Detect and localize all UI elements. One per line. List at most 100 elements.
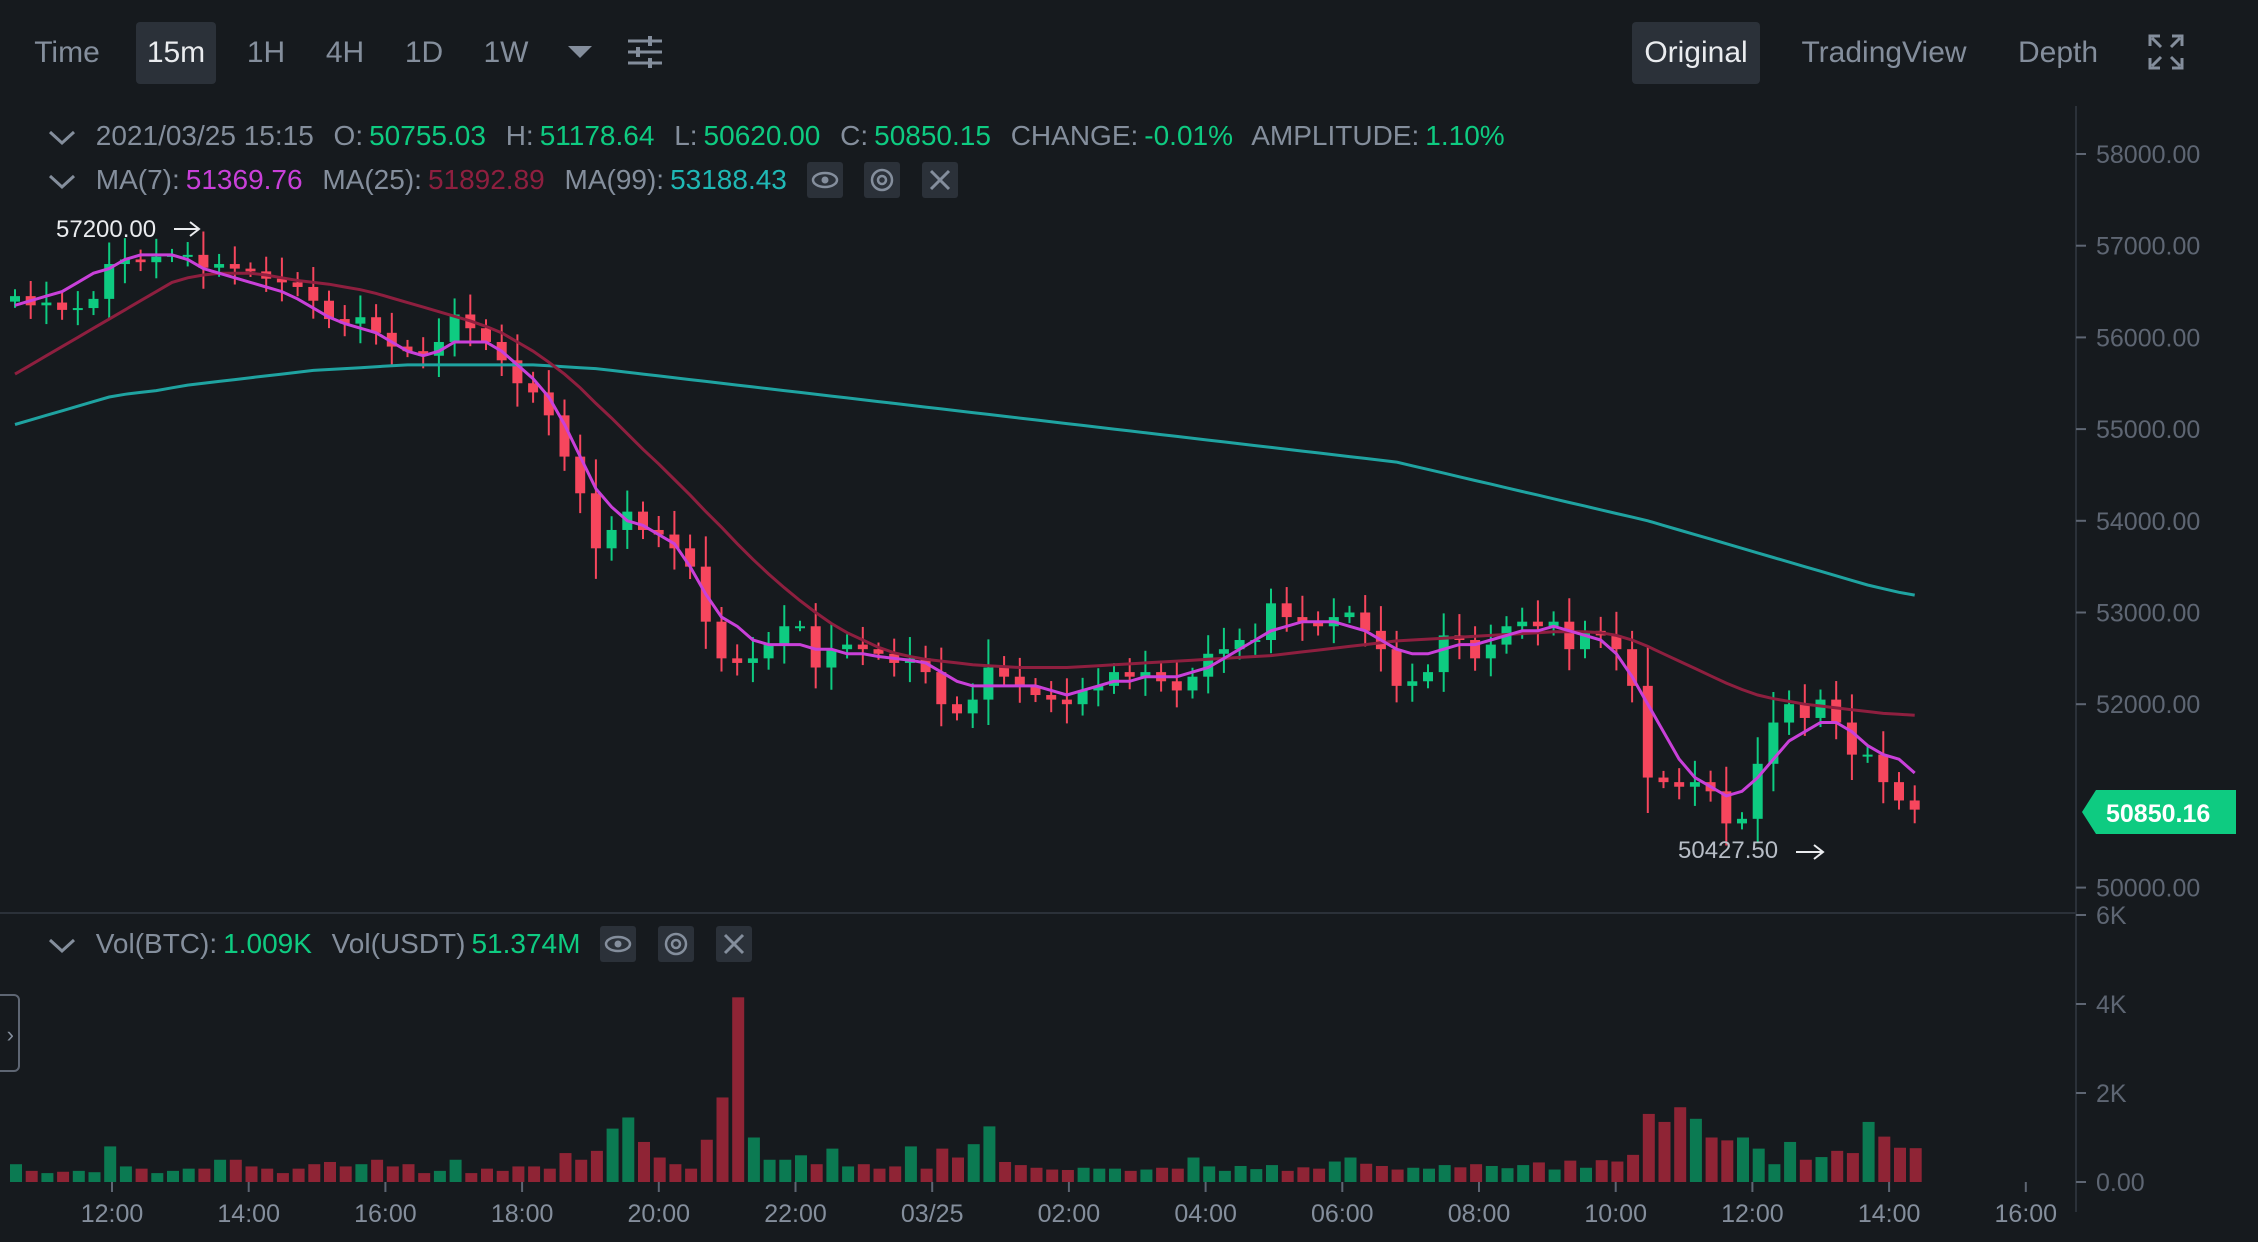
- volume-bar: [638, 1141, 650, 1182]
- price-axis: 58000.00 57000.00 56000.00 55000.00 54000.00…: [2076, 141, 2200, 903]
- candle-body: [1140, 672, 1151, 677]
- high-label: H:: [505, 120, 534, 151]
- volume-bar: [1313, 1168, 1326, 1182]
- volume-bar: [308, 1164, 321, 1182]
- fullscreen-icon[interactable]: [2148, 34, 2184, 70]
- volume-bar: [1548, 1169, 1561, 1182]
- candle-body: [135, 259, 146, 263]
- time-axis: 12:00 14:00 16:00 18:00 20:00 22:00 03/25 02:00…: [81, 1182, 2057, 1228]
- current-price-label: 50850.16: [2106, 800, 2210, 828]
- candle-body: [1564, 621, 1575, 650]
- interval-4h-button[interactable]: 4H: [325, 36, 365, 69]
- volume-bar: [1423, 1168, 1435, 1182]
- eye-icon[interactable]: [600, 925, 637, 962]
- candle-body: [543, 392, 554, 416]
- interval-1d-button[interactable]: 1D: [404, 36, 444, 69]
- volume-bar: [1375, 1165, 1388, 1182]
- interval-time-button[interactable]: Time: [34, 36, 100, 69]
- volume-bar: [575, 1159, 588, 1182]
- volume-bar: [700, 1139, 713, 1182]
- candle-body: [983, 667, 994, 700]
- candle-body: [1171, 681, 1182, 691]
- high-value: 51178.64: [539, 120, 655, 151]
- vol-usdt-label: Vol(USDT): [331, 928, 466, 959]
- volume-bar: [1721, 1140, 1734, 1182]
- candle-body: [1721, 791, 1732, 824]
- candle-body: [1124, 672, 1135, 677]
- collapse-chevron-icon[interactable]: [48, 130, 76, 146]
- time-tick-label: 14:00: [1858, 1200, 1921, 1228]
- view-tradingview-button[interactable]: TradingView: [1801, 36, 1967, 69]
- volume-bar: [1171, 1168, 1184, 1182]
- candle-body: [386, 332, 397, 347]
- volume-bar: [747, 1137, 760, 1182]
- interval-15m-button[interactable]: 15m: [136, 22, 216, 84]
- volume-bar: [339, 1166, 352, 1182]
- collapse-chevron-icon[interactable]: [48, 938, 76, 954]
- time-tick-label: 08:00: [1448, 1200, 1511, 1228]
- volume-bar: [685, 1168, 698, 1182]
- volume-bar: [465, 1173, 478, 1182]
- candle-body: [10, 296, 20, 302]
- candle-body: [952, 704, 962, 714]
- volume-bar: [1784, 1141, 1797, 1182]
- eye-icon[interactable]: [806, 161, 843, 198]
- candle-body: [1894, 782, 1904, 801]
- volume-bar: [512, 1166, 525, 1182]
- volume-tick-label: 6K: [2096, 902, 2127, 930]
- close-label: C:: [840, 120, 869, 151]
- volume-bar: [198, 1168, 211, 1182]
- collapse-chevron-icon[interactable]: [48, 174, 76, 190]
- candle-body: [418, 351, 429, 356]
- interval-1w-button[interactable]: 1W: [483, 36, 529, 69]
- volume-bar: [904, 1146, 917, 1182]
- candle-body: [449, 314, 460, 342]
- candle-body: [512, 360, 523, 384]
- settings-icon[interactable]: [658, 925, 694, 962]
- volume-bar: [1909, 1148, 1922, 1182]
- volume-bar: [1799, 1159, 1812, 1182]
- chevron-right-icon: ›: [6, 1022, 14, 1047]
- candle-body: [1689, 782, 1700, 787]
- volume-bar: [1046, 1169, 1059, 1182]
- volume-bar: [1768, 1164, 1781, 1182]
- candle-body: [1030, 685, 1041, 696]
- candle-body: [1532, 621, 1543, 627]
- volume-tick-label: 2K: [2096, 1080, 2127, 1108]
- volume-bar: [119, 1166, 132, 1182]
- view-original-button[interactable]: Original: [1632, 22, 1760, 84]
- volume-bar: [842, 1166, 855, 1182]
- close-icon[interactable]: [715, 925, 752, 962]
- candle-body: [779, 626, 790, 645]
- volume-bar: [1705, 1137, 1718, 1182]
- volume-bar: [779, 1159, 792, 1182]
- close-icon[interactable]: [922, 161, 959, 198]
- volume-bar: [1109, 1168, 1121, 1182]
- price-tick-label: 56000.00: [2096, 324, 2200, 352]
- volume-bar: [873, 1168, 886, 1182]
- chart-toolbar: Time 15m 1H 4H 1D 1W Original TradingVie…: [0, 0, 2258, 106]
- interval-1h-button[interactable]: 1H: [246, 36, 286, 69]
- candle-body: [1187, 676, 1198, 691]
- dropdown-caret-icon[interactable]: [566, 44, 594, 60]
- volume-bar: [1532, 1162, 1545, 1182]
- volume-bar: [449, 1159, 462, 1182]
- volume-bar: [1187, 1157, 1200, 1182]
- indicator-settings-icon[interactable]: [626, 34, 664, 70]
- view-depth-button[interactable]: Depth: [2017, 36, 2099, 69]
- side-panel-toggle[interactable]: ›: [0, 994, 20, 1072]
- candle-body: [1642, 685, 1653, 778]
- candle-body: [151, 256, 162, 263]
- change-label: CHANGE:: [1010, 120, 1139, 151]
- price-tick-label: 54000.00: [2096, 508, 2200, 536]
- candle-body: [1266, 603, 1276, 641]
- open-value: 50755.03: [369, 120, 486, 151]
- low-price-label: 50427.50: [1678, 837, 1778, 864]
- volume-bar: [1297, 1167, 1310, 1182]
- settings-icon[interactable]: [864, 161, 901, 198]
- time-tick-label: 04:00: [1174, 1200, 1237, 1228]
- volume-bar: [214, 1159, 227, 1182]
- low-price-marker: 50427.50: [1678, 837, 1825, 864]
- candle-body: [1218, 649, 1229, 654]
